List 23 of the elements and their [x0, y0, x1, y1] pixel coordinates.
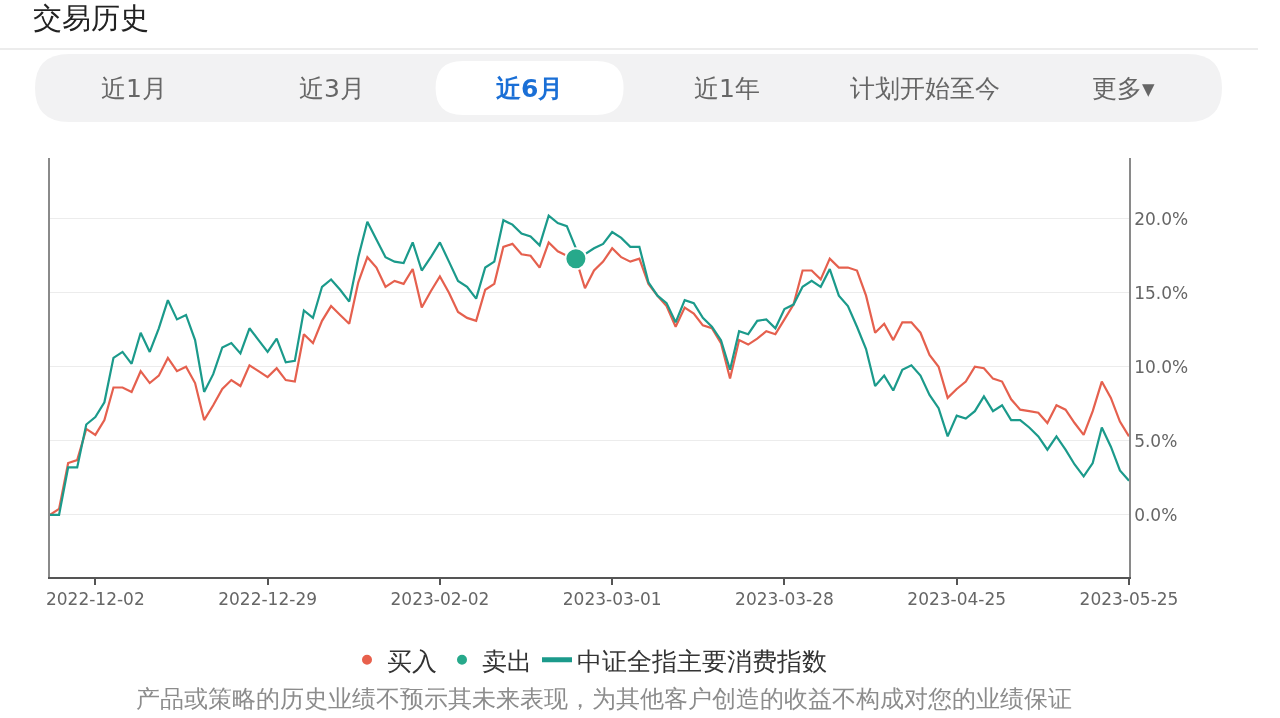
x-tick-label: 2023-04-25	[907, 589, 1007, 610]
text: 近1年	[694, 74, 760, 103]
legend-label: 中证全指主要消费指数	[577, 646, 827, 676]
x-tick-label: 2023-03-01	[562, 589, 662, 610]
text: 计划开始至今	[850, 74, 1000, 103]
y-tick-label: 15.0%	[1134, 282, 1189, 303]
x-tick-label: 2022-12-02	[45, 589, 145, 610]
legend-label: 卖出	[482, 646, 532, 676]
text: 近1月	[101, 74, 167, 103]
y-tick-label: 10.0%	[1134, 356, 1189, 377]
y-tick-label: 5.0%	[1134, 430, 1178, 451]
chart-title: 交易历史	[33, 1, 149, 36]
y-tick-label: 0.0%	[1134, 504, 1178, 525]
x-tick-label: 2023-05-25	[1079, 589, 1179, 610]
text: 产品或策略的历史业绩不预示其未来表现，为其他客户创造的收益不构成对您的业绩保证	[136, 685, 1072, 713]
x-tick-label: 2022-12-29	[218, 589, 318, 610]
text: 近3月	[299, 74, 365, 103]
legend-label: 买入	[387, 646, 437, 676]
text: 近6月	[496, 74, 564, 103]
x-tick-label: 2023-03-28	[735, 589, 834, 610]
text: 更多▾	[1092, 74, 1155, 103]
y-tick-label: 20.0%	[1134, 208, 1189, 229]
x-tick-label: 2023-02-02	[390, 589, 490, 610]
